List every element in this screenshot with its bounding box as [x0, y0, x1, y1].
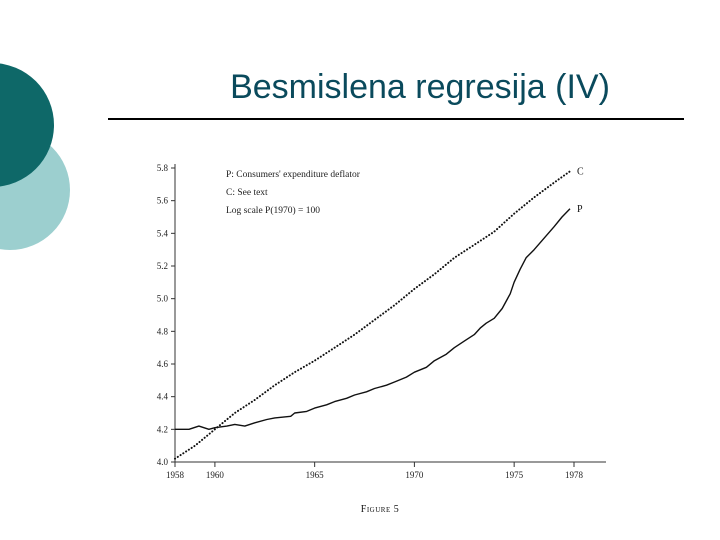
x-tick-label: 1975: [505, 470, 524, 480]
series-line-p: [175, 208, 571, 430]
series-label-c: C: [577, 166, 584, 177]
x-tick-label: 1960: [206, 470, 225, 480]
series-layer: CP: [174, 166, 584, 460]
x-tick-label: 1970: [405, 470, 424, 480]
series-label-p: P: [577, 204, 583, 215]
y-tick-label: 4.0: [157, 457, 169, 467]
legend: P: Consumers' expenditure deflator C: See…: [226, 169, 361, 216]
x-tick-label: 1978: [565, 470, 584, 480]
series-line-c: [174, 170, 571, 460]
y-tick-label: 5.4: [157, 228, 169, 238]
x-tick-label: 1965: [306, 470, 325, 480]
y-tick-label: 4.6: [157, 359, 169, 369]
y-tick-label: 5.6: [157, 196, 169, 206]
y-tick-label: 4.4: [157, 392, 169, 402]
y-tick-label: 5.0: [157, 294, 169, 304]
legend-entry: P: Consumers' expenditure deflator: [226, 169, 361, 180]
figure-caption: Figure 5: [361, 504, 399, 515]
y-tick-label: 4.8: [157, 326, 169, 336]
axes: 4.0 4.2 4.4 4.6 4.8 5.0 5.2 5.4 5.6 5.8 1958 1960 19…: [157, 163, 606, 480]
slide-title: Besmislena regresija (IV): [230, 68, 610, 106]
title-underline: [108, 118, 684, 120]
y-tick-label: 5.8: [157, 163, 169, 173]
decorative-circles: [0, 63, 70, 250]
decor-circle-dark: [0, 63, 54, 187]
y-tick-label: 4.2: [157, 424, 168, 434]
legend-entry: C: See text: [226, 188, 268, 198]
line-chart: 4.0 4.2 4.4 4.6 4.8 5.0 5.2 5.4 5.6 5.8 1958 1960 19…: [157, 163, 606, 515]
x-tick-label: 1958: [166, 470, 185, 480]
y-tick-label: 5.2: [157, 261, 168, 271]
legend-entry: Log scale P(1970) = 100: [226, 205, 320, 216]
